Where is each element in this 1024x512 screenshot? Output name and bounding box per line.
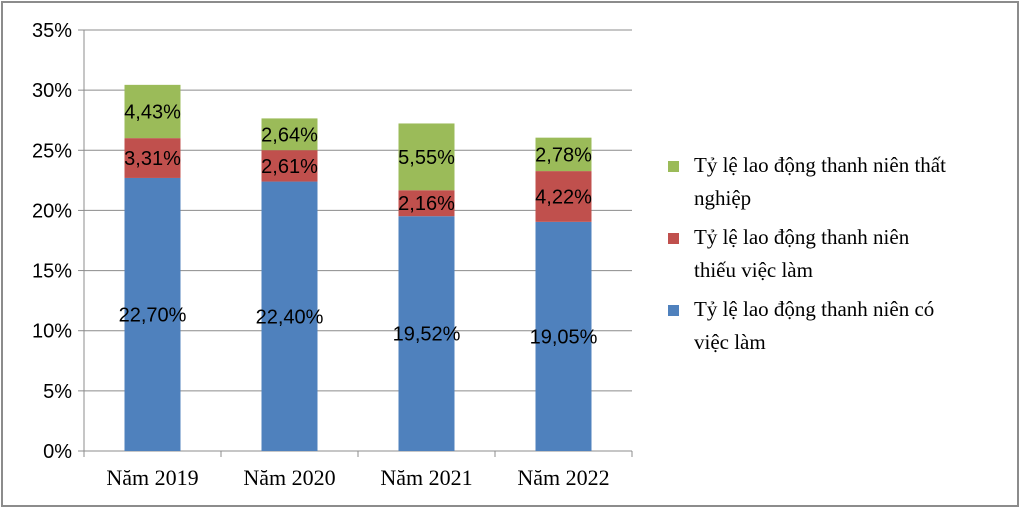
data-label: 5,55% [398,147,455,169]
data-labels: 22,70% 3,31% 4,43% 22,40% 2,61% 2,64% 19,52% 2,… [119,101,598,348]
data-label: 19,52% [393,324,461,346]
bar-segment [261,181,318,451]
y-tick-label: 20% [32,200,72,222]
y-tick-label: 35% [32,20,72,42]
y-tick-label: 10% [32,321,72,343]
y-tick-label: 15% [32,261,72,283]
legend-label: Tỷ lệ lao động thanh niên thất [694,153,946,177]
x-category-label: Năm 2021 [380,465,472,490]
data-label: 2,61% [261,156,318,178]
axes: 0% 5% 10% 15% 20% 25% 30% 35% Năm 2019 Năm 2020 Nă… [32,20,633,490]
bar-segment [261,118,318,151]
legend-swatch [668,233,679,244]
data-label: 4,43% [124,101,181,123]
legend-swatch [668,305,679,316]
bar-segment [398,216,455,451]
x-category-label: Năm 2020 [243,465,335,490]
bar-segment [535,171,592,222]
data-label: 3,31% [124,148,181,170]
legend: Tỷ lệ lao động thanh niên thất nghiệp Tỷ l… [668,153,946,354]
legend-label: việc làm [694,330,766,354]
data-label: 2,78% [535,144,592,166]
data-label: 19,05% [530,326,598,348]
y-tick-label: 30% [32,80,72,102]
y-tick-label: 0% [43,441,72,463]
bar-segment [398,123,455,191]
data-label: 4,22% [535,186,592,208]
bar-segment [398,190,455,217]
legend-label: Tỷ lệ lao động thanh niên có [694,297,934,321]
data-label: 2,64% [261,124,318,146]
bars [124,84,592,452]
x-category-label: Năm 2022 [517,465,609,490]
data-label: 22,70% [119,304,187,326]
bar-segment [124,84,181,139]
legend-label: thiếu việc làm [694,258,813,282]
y-tick-label: 25% [32,140,72,162]
data-label: 22,40% [256,306,324,328]
legend-swatch [668,161,679,172]
x-category-label: Năm 2019 [106,465,198,490]
bar-segment [124,138,181,178]
bar-segment [535,221,592,451]
bar-segment [535,137,592,172]
bar-segment [124,177,181,452]
legend-label: nghiệp [694,186,751,210]
y-tick-label: 5% [43,381,72,403]
legend-label: Tỷ lệ lao động thanh niên [694,225,910,249]
data-label: 2,16% [398,193,455,215]
bar-segment [261,150,318,182]
